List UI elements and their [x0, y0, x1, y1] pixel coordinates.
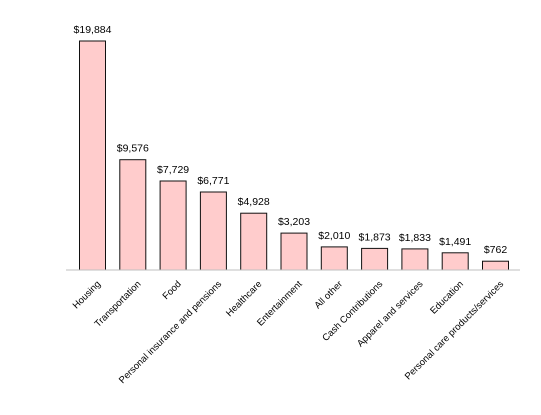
bar-8 [401, 248, 429, 271]
data-label-9: $1,491 [439, 236, 471, 248]
category-label-4: Healthcare [224, 279, 264, 319]
category-label-8: Apparel and services [355, 279, 426, 350]
data-label-7: $1,873 [359, 231, 391, 243]
data-label-5: $3,203 [278, 216, 310, 228]
data-label-3: $6,771 [197, 175, 229, 187]
category-label-6: All other [313, 279, 345, 311]
bar-7 [361, 247, 389, 271]
bar-3 [199, 191, 227, 271]
data-label-6: $2,010 [318, 230, 350, 242]
data-label-10: $762 [484, 244, 508, 256]
value-labels-layer: $19,884 $9,576 $7,729 $6,771 $4,928 $3,203 $2,… [74, 24, 508, 256]
category-label-2: Food [161, 279, 184, 302]
category-label-0: Housing [71, 279, 103, 311]
data-label-4: $4,928 [238, 196, 270, 208]
category-label-9: Education [428, 279, 466, 317]
data-label-1: $9,576 [117, 143, 149, 155]
bar-4 [240, 212, 268, 271]
bar-10 [482, 260, 509, 271]
data-label-8: $1,833 [399, 232, 431, 244]
bar-9 [441, 252, 469, 271]
bar-5 [280, 232, 308, 271]
bars-layer [79, 40, 509, 271]
data-label-0: $19,884 [74, 24, 112, 36]
bar-6 [320, 246, 348, 271]
bar-2 [159, 180, 187, 271]
bar-0 [79, 40, 106, 271]
bar-1 [119, 159, 147, 271]
data-label-2: $7,729 [157, 164, 189, 176]
